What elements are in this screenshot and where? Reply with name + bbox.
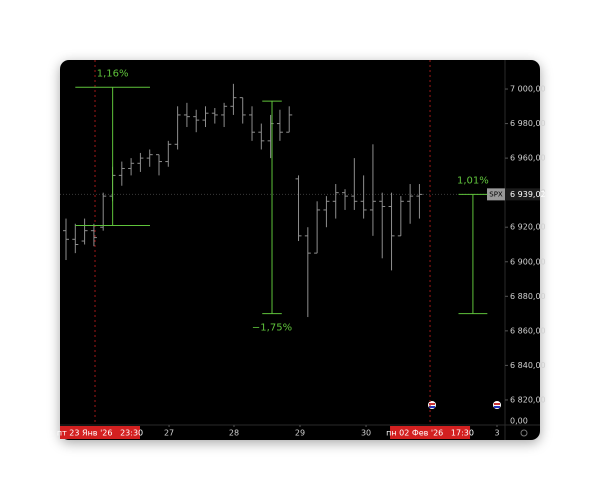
x-tick-label: 3 bbox=[494, 429, 499, 438]
y-tick-label: 6 880,00 bbox=[510, 292, 546, 301]
measure-label: −1,75% bbox=[252, 323, 292, 334]
marker-label-bg bbox=[390, 426, 471, 439]
y-tick-label: 6 860,00 bbox=[510, 326, 546, 335]
y-tick-label: 6 960,00 bbox=[510, 154, 546, 163]
y-tick-label: 6 980,00 bbox=[510, 119, 546, 128]
bottom-label: 0,00 bbox=[510, 417, 528, 426]
marker-label-bg bbox=[60, 426, 140, 439]
x-tick-label: 30 bbox=[361, 429, 371, 438]
last-price: 6 939,02 bbox=[510, 190, 546, 199]
measure-label: 1,16% bbox=[97, 68, 129, 79]
y-tick-label: 6 920,00 bbox=[510, 223, 546, 232]
x-tick-label: 27 bbox=[164, 429, 174, 438]
flag-icon bbox=[493, 401, 501, 409]
y-tick-label: 6 820,00 bbox=[510, 395, 546, 404]
x-tick-label: 29 bbox=[295, 429, 305, 438]
last-price-bg bbox=[505, 188, 540, 201]
panel bbox=[60, 60, 540, 440]
measure-label: 1,01% bbox=[457, 175, 489, 186]
flag-icon bbox=[428, 401, 436, 409]
y-tick-label: 7 000,00 bbox=[510, 85, 546, 94]
settings-icon[interactable] bbox=[520, 429, 528, 437]
y-tick-label: 6 840,00 bbox=[510, 361, 546, 370]
symbol-tag: SPX bbox=[489, 190, 503, 198]
symbol-tag-bg bbox=[487, 188, 505, 201]
marker-label: пн 02 Фев '26 17:30 bbox=[386, 429, 474, 438]
x-tick-label: 28 bbox=[229, 429, 239, 438]
y-tick-label: 6 900,00 bbox=[510, 257, 546, 266]
marker-label: пт 23 Янв '26 23:30 bbox=[57, 429, 143, 438]
